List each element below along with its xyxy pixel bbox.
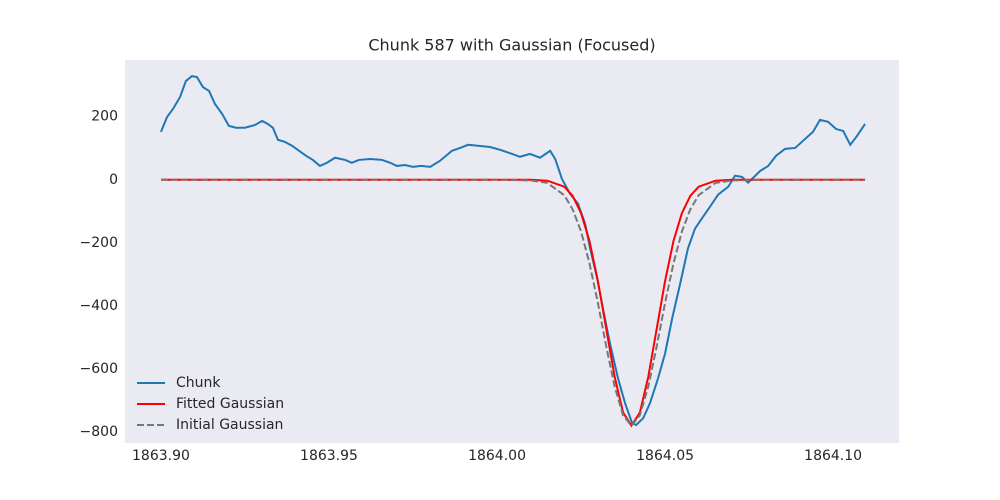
y-tick-label: −600 [80,361,118,377]
legend-label: Fitted Gaussian [176,396,284,412]
plot-area [125,60,899,443]
legend-label: Chunk [176,375,221,391]
x-tick-label: 1864.00 [468,448,526,464]
y-tick-label: −400 [80,298,118,314]
x-tick-label: 1863.90 [132,448,190,464]
x-tick-label: 1864.10 [804,448,862,464]
y-tick-label: −800 [80,424,118,440]
legend-label: Initial Gaussian [176,417,283,433]
y-tick-label: −200 [80,235,118,251]
series-line [160,178,866,428]
series-line [160,178,866,428]
y-tick-label: 0 [109,172,118,188]
chart-title: Chunk 587 with Gaussian (Focused) [368,36,655,55]
x-tick-label: 1864.05 [636,448,694,464]
x-tick-label: 1863.95 [300,448,358,464]
y-tick-label: 200 [91,109,118,125]
